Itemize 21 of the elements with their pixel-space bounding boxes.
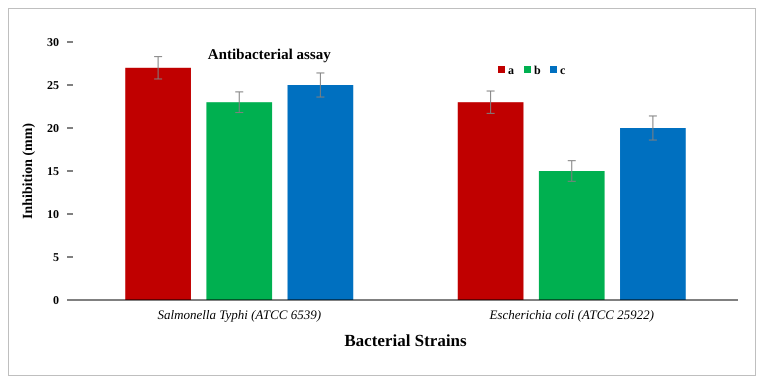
- legend-label: c: [560, 63, 566, 78]
- y-tick-label: 15: [47, 164, 59, 178]
- x-axis-title: Bacterial Strains: [344, 331, 468, 350]
- bar: [538, 171, 605, 300]
- x-tick-label: Escherichia coli (ATCC 25922): [488, 307, 654, 322]
- chart-title: Antibacterial assay: [208, 47, 332, 63]
- y-tick-label: 20: [47, 121, 59, 136]
- y-tick-label: 25: [47, 78, 59, 92]
- y-tick-label: 5: [53, 250, 59, 264]
- bar: [458, 102, 524, 300]
- bar: [125, 68, 191, 300]
- bar: [206, 102, 272, 300]
- y-tick-label: 10: [47, 207, 59, 222]
- legend-label: a: [508, 63, 514, 78]
- y-tick-label: 0: [53, 293, 59, 308]
- bar: [620, 128, 686, 300]
- y-tick-label: 30: [47, 35, 59, 50]
- y-axis-title: Inhibition (mm): [21, 122, 36, 220]
- x-tick-label: Salmonella Typhi (ATCC 6539): [157, 307, 322, 322]
- legend-label: b: [534, 63, 541, 78]
- bar: [288, 85, 354, 300]
